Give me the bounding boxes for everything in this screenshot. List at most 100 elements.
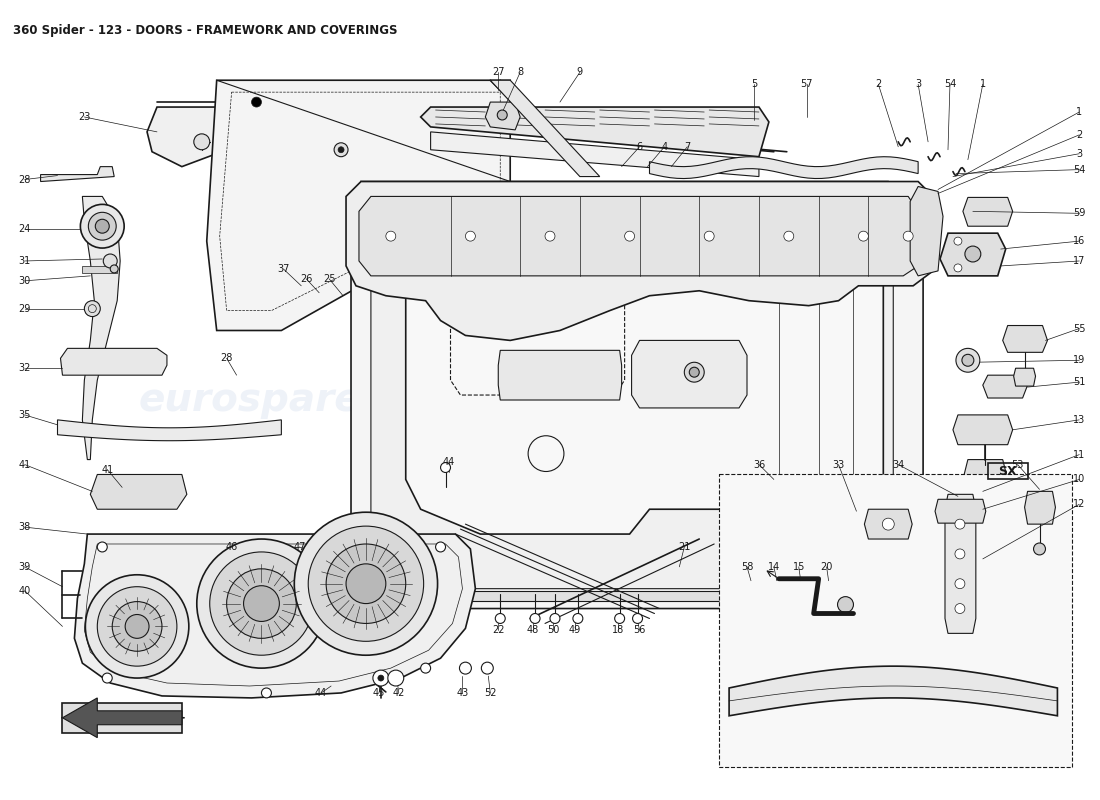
Text: 22: 22: [492, 626, 505, 635]
Text: 360 Spider - 123 - DOORS - FRAMEWORK AND COVERINGS: 360 Spider - 123 - DOORS - FRAMEWORK AND…: [13, 24, 397, 37]
Circle shape: [86, 574, 189, 678]
Polygon shape: [75, 534, 475, 698]
Circle shape: [97, 542, 107, 552]
Text: 39: 39: [19, 562, 31, 572]
Text: 52: 52: [484, 688, 496, 698]
Text: 3: 3: [1076, 149, 1082, 158]
Polygon shape: [63, 703, 182, 733]
Text: eurospares: eurospares: [537, 540, 782, 578]
Circle shape: [308, 526, 424, 642]
Text: 46: 46: [226, 542, 238, 552]
Circle shape: [1034, 543, 1045, 555]
Circle shape: [858, 231, 868, 241]
Text: 8: 8: [517, 67, 524, 78]
Polygon shape: [1013, 368, 1035, 386]
Text: eurospares: eurospares: [139, 381, 384, 419]
Text: 6: 6: [637, 142, 642, 152]
Text: 15: 15: [792, 562, 805, 572]
Text: 12: 12: [1074, 499, 1086, 510]
Circle shape: [197, 539, 326, 668]
Polygon shape: [406, 231, 883, 534]
Circle shape: [550, 614, 560, 623]
Circle shape: [955, 519, 965, 529]
Circle shape: [690, 367, 700, 377]
Circle shape: [495, 614, 505, 623]
Circle shape: [252, 97, 262, 107]
Circle shape: [961, 354, 974, 366]
Text: 44: 44: [315, 688, 328, 698]
Polygon shape: [865, 510, 912, 539]
Text: 1: 1: [980, 79, 986, 90]
Circle shape: [243, 586, 279, 622]
Circle shape: [460, 662, 472, 674]
Polygon shape: [147, 107, 232, 166]
Polygon shape: [729, 666, 1057, 716]
Text: 23: 23: [78, 112, 90, 122]
Text: 36: 36: [752, 459, 766, 470]
Text: 49: 49: [569, 626, 581, 635]
Circle shape: [482, 662, 493, 674]
Polygon shape: [420, 107, 769, 157]
Polygon shape: [371, 202, 893, 589]
Text: 16: 16: [1074, 236, 1086, 246]
Circle shape: [441, 462, 451, 473]
Circle shape: [125, 614, 148, 638]
Text: 25: 25: [323, 274, 336, 284]
Circle shape: [530, 614, 540, 623]
Text: 20: 20: [821, 562, 833, 572]
Text: 57: 57: [801, 79, 813, 90]
Circle shape: [784, 231, 794, 241]
Text: 7: 7: [684, 142, 691, 152]
Circle shape: [80, 204, 124, 248]
Circle shape: [615, 614, 625, 623]
Polygon shape: [945, 494, 976, 634]
Text: 54: 54: [944, 79, 956, 90]
Polygon shape: [972, 555, 998, 578]
Text: 24: 24: [19, 224, 31, 234]
Text: 11: 11: [1074, 450, 1086, 460]
Circle shape: [955, 603, 965, 614]
Circle shape: [334, 142, 348, 157]
Polygon shape: [207, 80, 510, 330]
Text: 41: 41: [101, 465, 113, 474]
Text: 18: 18: [612, 626, 624, 635]
Circle shape: [544, 231, 556, 241]
Circle shape: [96, 219, 109, 233]
Text: 56: 56: [634, 626, 646, 635]
Polygon shape: [498, 350, 622, 400]
Text: 47: 47: [293, 542, 306, 552]
Polygon shape: [940, 233, 1005, 276]
Polygon shape: [485, 102, 520, 130]
Circle shape: [956, 348, 980, 372]
Circle shape: [465, 231, 475, 241]
Circle shape: [262, 688, 272, 698]
Polygon shape: [351, 182, 923, 609]
Circle shape: [210, 552, 313, 655]
Circle shape: [97, 586, 177, 666]
Circle shape: [965, 246, 981, 262]
Text: 55: 55: [1074, 323, 1086, 334]
Polygon shape: [359, 197, 918, 276]
Circle shape: [373, 670, 388, 686]
Polygon shape: [82, 266, 118, 273]
Polygon shape: [430, 132, 759, 177]
Circle shape: [295, 512, 438, 655]
Text: 5: 5: [751, 79, 757, 90]
Polygon shape: [63, 698, 182, 738]
Text: 51: 51: [1074, 377, 1086, 387]
Circle shape: [88, 212, 117, 240]
Text: 32: 32: [19, 363, 31, 374]
Text: 34: 34: [892, 459, 904, 470]
Circle shape: [103, 254, 118, 268]
Circle shape: [102, 673, 112, 683]
Text: 30: 30: [19, 276, 31, 286]
Polygon shape: [935, 499, 986, 523]
Circle shape: [110, 265, 118, 273]
Circle shape: [684, 362, 704, 382]
Text: 37: 37: [277, 264, 289, 274]
Polygon shape: [1003, 326, 1047, 352]
Circle shape: [954, 264, 961, 272]
Text: 10: 10: [1074, 474, 1086, 485]
Circle shape: [704, 231, 714, 241]
Text: 1: 1: [1076, 107, 1082, 117]
